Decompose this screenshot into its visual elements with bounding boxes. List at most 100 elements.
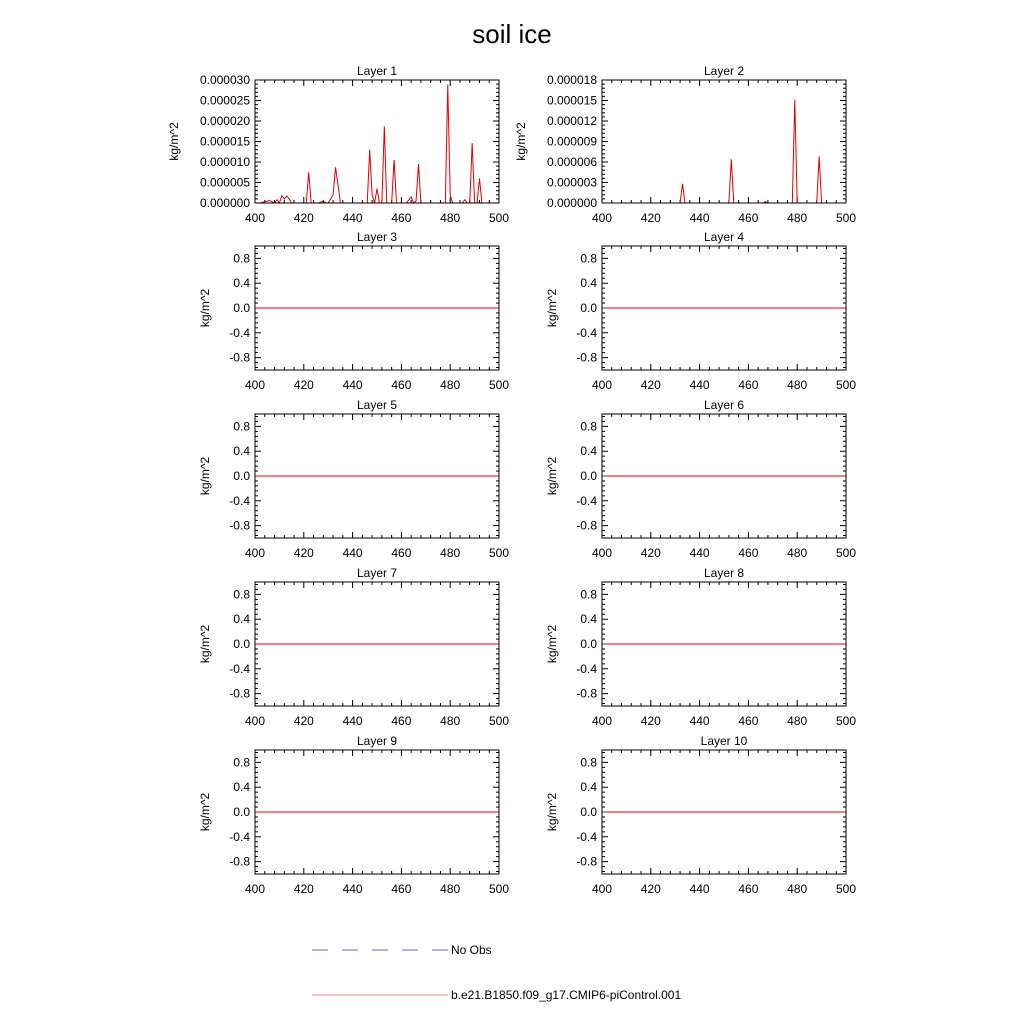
y-tick-label: 0.000030 (200, 73, 250, 87)
y-tick-label: -0.8 (229, 519, 250, 533)
x-tick-label: 420 (294, 546, 314, 560)
x-tick-label: 500 (489, 378, 509, 392)
panel-layer-10: Layer 10 400 420 440 460 480 500 -0.8 -0.4 0.0 0.4… (545, 734, 856, 896)
y-tick-label: 0.0 (580, 469, 597, 483)
y-tick-label: -0.8 (229, 351, 250, 365)
y-tick-label: 0.8 (580, 419, 597, 433)
y-tick-label: -0.8 (576, 519, 597, 533)
panel-layer-9: Layer 9 400 420 440 460 480 500 -0.8 -0.4 0.0 0.4 0… (198, 734, 509, 896)
y-tick-label: 0.0 (233, 805, 250, 819)
panel-layer-1: Layer 1 400 420 440 460 480 500 0.000000 0.00000… (167, 64, 509, 225)
y-tick-label: 0.4 (580, 612, 597, 626)
legend-model-label: b.e21.B1850.f09_g17.CMIP6-piControl.001 (451, 988, 681, 1002)
x-tick-label: 420 (294, 211, 314, 225)
x-tick-label: 440 (343, 714, 363, 728)
y-tick-label: -0.4 (576, 662, 597, 676)
plot-frame (601, 245, 847, 371)
plot-frame (601, 413, 847, 539)
y-tick-label: -0.4 (229, 326, 250, 340)
x-tick-label: 440 (690, 714, 710, 728)
x-tick-label: 420 (641, 211, 661, 225)
y-tick-label: -0.4 (229, 662, 250, 676)
x-tick-label: 460 (738, 546, 758, 560)
x-tick-label: 420 (641, 546, 661, 560)
y-tick-label: 0.4 (580, 780, 597, 794)
y-tick-label: 0.000010 (200, 155, 250, 169)
y-tick-label: 0.4 (233, 612, 250, 626)
panel-title: Layer 2 (704, 64, 744, 78)
x-tick-label: 500 (836, 882, 856, 896)
x-tick-label: 400 (245, 546, 265, 560)
panel-title: Layer 5 (357, 398, 397, 412)
panel-title: Layer 3 (357, 230, 397, 244)
x-tick-label: 460 (391, 714, 411, 728)
x-tick-label: 440 (690, 378, 710, 392)
x-tick-label: 460 (738, 211, 758, 225)
y-tick-label: -0.8 (576, 351, 597, 365)
plot-frame (601, 749, 847, 875)
x-tick-label: 440 (690, 546, 710, 560)
x-tick-label: 500 (836, 211, 856, 225)
x-tick-label: 400 (245, 211, 265, 225)
x-tick-label: 440 (343, 882, 363, 896)
y-tick-label: 0.000018 (547, 73, 597, 87)
y-tick-label: 0.000012 (547, 114, 597, 128)
x-tick-label: 400 (592, 211, 612, 225)
x-tick-label: 440 (343, 378, 363, 392)
y-tick-label: 0.000006 (547, 155, 597, 169)
plot-frame (254, 79, 500, 204)
y-tick-label: 0.0 (580, 301, 597, 315)
panel-layer-8: Layer 8 400 420 440 460 480 500 -0.8 -0.4 0.0 0.4 0… (545, 566, 856, 728)
series-line (255, 84, 499, 205)
y-axis-label: kg/m^2 (545, 625, 559, 664)
x-tick-label: 460 (391, 378, 411, 392)
x-tick-label: 440 (690, 882, 710, 896)
panel-grid: Layer 1 400 420 440 460 480 500 0.000000 0.00000… (167, 64, 856, 896)
x-tick-label: 480 (787, 211, 807, 225)
x-tick-label: 400 (245, 882, 265, 896)
y-tick-label: 0.4 (580, 276, 597, 290)
y-axis-label: kg/m^2 (198, 793, 212, 832)
x-tick-label: 500 (836, 714, 856, 728)
y-tick-label: 0.8 (233, 251, 250, 265)
y-axis-label: kg/m^2 (545, 289, 559, 328)
y-tick-label: 0.8 (580, 755, 597, 769)
x-tick-label: 460 (738, 714, 758, 728)
panel-title: Layer 4 (704, 230, 744, 244)
legend-obs-label: No Obs (451, 943, 492, 957)
x-tick-label: 480 (440, 211, 460, 225)
plot-frame (254, 413, 500, 539)
y-tick-label: 0.4 (580, 444, 597, 458)
y-tick-label: -0.4 (229, 494, 250, 508)
y-tick-label: 0.8 (580, 251, 597, 265)
panel-title: Layer 6 (704, 398, 744, 412)
x-tick-label: 420 (294, 378, 314, 392)
y-tick-label: 0.000015 (200, 135, 250, 149)
plot-frame (601, 79, 847, 204)
y-tick-label: 0.000015 (547, 94, 597, 108)
x-tick-label: 480 (787, 714, 807, 728)
y-axis-label: kg/m^2 (514, 122, 528, 161)
panel-layer-4: Layer 4 400 420 440 460 480 500 -0.8 -0.4 0.0 0.4 0… (545, 230, 856, 392)
x-tick-label: 420 (294, 714, 314, 728)
plot-frame (254, 581, 500, 707)
plot-frame (254, 245, 500, 371)
legend: No Obs b.e21.B1850.f09_g17.CMIP6-piContr… (312, 943, 681, 1002)
y-tick-label: -0.4 (576, 494, 597, 508)
y-axis-label: kg/m^2 (545, 793, 559, 832)
figure-title: soil ice (472, 19, 551, 49)
x-tick-label: 420 (641, 714, 661, 728)
y-tick-label: 0.8 (233, 755, 250, 769)
y-tick-label: -0.4 (576, 326, 597, 340)
y-tick-label: 0.000000 (200, 196, 250, 210)
y-tick-label: 0.000003 (547, 176, 597, 190)
y-tick-label: -0.8 (229, 855, 250, 869)
y-axis-label: kg/m^2 (545, 457, 559, 496)
panel-layer-6: Layer 6 400 420 440 460 480 500 -0.8 -0.4 0.0 0.4 0… (545, 398, 856, 560)
x-tick-label: 440 (343, 546, 363, 560)
x-tick-label: 480 (787, 378, 807, 392)
series-line (602, 99, 846, 204)
y-tick-label: -0.4 (229, 830, 250, 844)
panel-layer-2: Layer 2 400 420 440 460 480 500 0.000000 0.00000… (514, 64, 856, 225)
